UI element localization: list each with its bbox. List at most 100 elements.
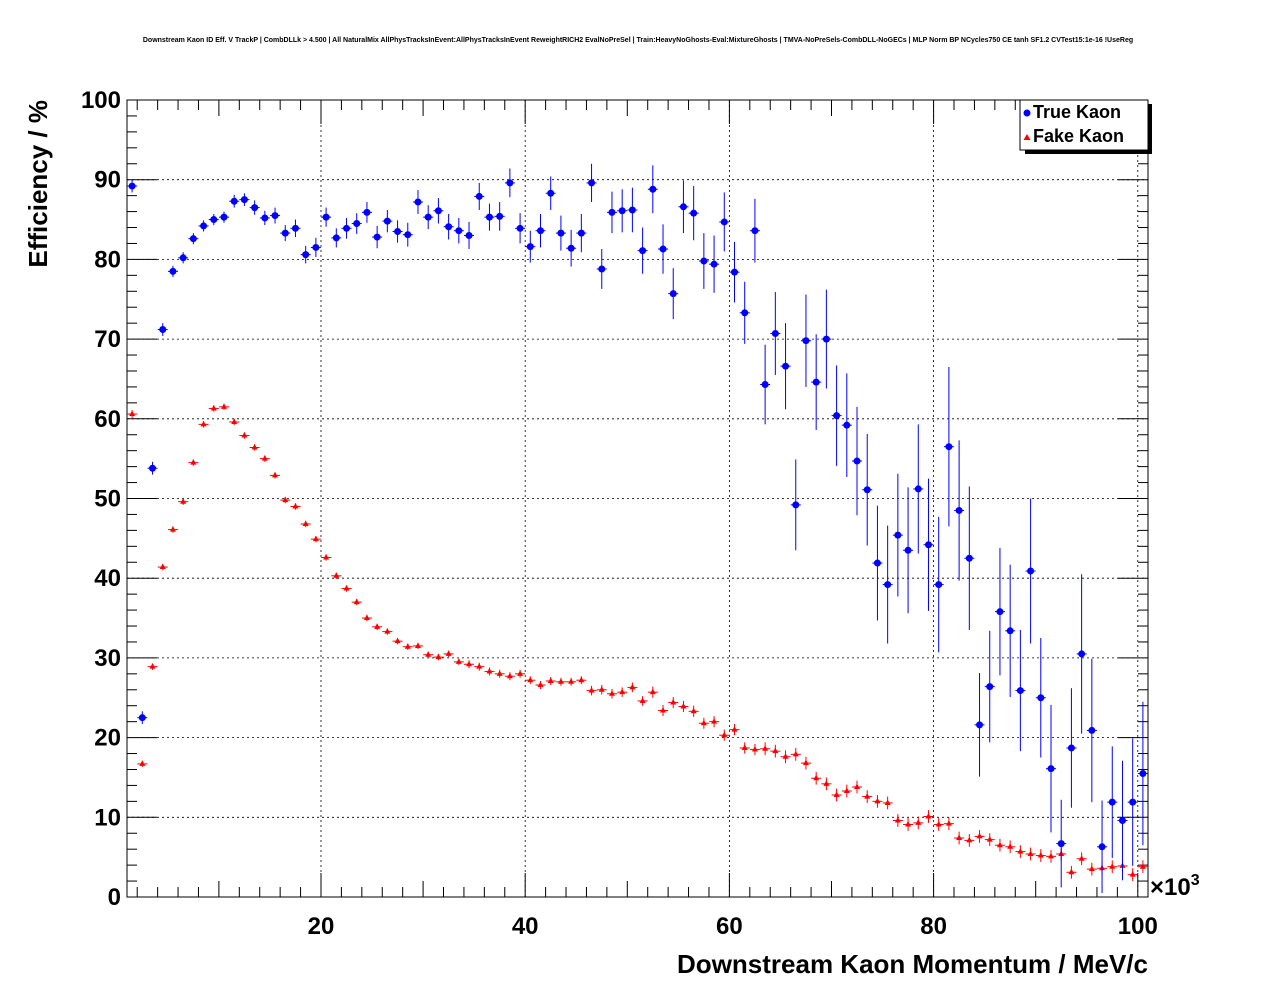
fake-kaon-point [231,418,238,424]
fake-kaon-point [476,663,483,669]
fake-kaon-point [598,686,605,692]
true-kaon-point [935,581,943,589]
true-kaon-point [955,506,963,514]
fake-kaon-point [527,676,534,683]
true-kaon-point [343,224,351,232]
true-kaon-point [434,207,442,215]
fake-kaon-point [374,623,381,629]
fake-kaon-point [1129,871,1136,877]
x-tick-label: 40 [512,913,539,940]
true-kaon-point [700,257,708,265]
true-kaon-point [394,228,402,236]
fake-kaon-point [1007,843,1014,849]
legend-fake-kaon-label: Fake Kaon [1033,126,1124,146]
fake-kaon-point [1027,850,1034,856]
fake-kaon-point [629,683,636,690]
fake-kaon-point [557,678,564,684]
fake-kaon-point [384,628,391,634]
true-kaon-point [210,216,218,224]
true-kaon-point [383,217,391,225]
fake-kaon-point [466,660,473,667]
fake-kaon-point [792,750,799,757]
fake-kaon-point [312,535,319,542]
x-tick-label: 80 [920,913,947,940]
true-kaon-point [414,198,422,206]
true-kaon-point [475,192,483,200]
true-kaon-point [802,337,810,345]
fake-kaon-point [1068,868,1075,875]
fake-kaon-point [721,731,728,738]
fake-kaon-point [741,744,748,750]
x-scale-factor: ×103 [1150,872,1200,901]
true-kaon-point [506,179,514,187]
true-kaon-point [986,683,994,691]
true-kaon-point [312,243,320,251]
true-kaon-point [455,227,463,235]
fake-kaon-point [272,471,279,478]
fake-kaon-point [762,745,769,751]
y-tick-label: 30 [94,645,121,672]
axis-ticks [127,99,1148,898]
true-kaon-point [291,224,299,232]
fake-kaon-point [486,667,493,674]
fake-kaon-point [302,520,309,527]
true-kaon-point [353,220,361,228]
true-kaon-point [1027,567,1035,575]
true-kaon-point [1067,744,1075,752]
true-kaon-point [240,196,248,204]
true-kaon-point [159,326,167,334]
true-kaon-point [557,229,565,237]
fake-kaon-point [425,651,432,657]
chart-title: Downstream Kaon ID Eff. V TrackP | CombD… [143,37,1133,44]
true-kaon-point [679,203,687,211]
fake-kaon-point [169,526,176,532]
fake-kaon-point [149,663,156,669]
fake-kaon-point [772,747,779,754]
fake-kaon-point [517,670,524,676]
x-scale-base: ×10 [1150,874,1191,901]
legend-true-kaon-marker [1023,109,1031,117]
y-tick-label: 20 [94,725,121,752]
true-kaon-point [782,362,790,370]
true-kaon-point [659,245,667,253]
true-kaon-point [628,206,636,214]
fake-kaon-point [1017,848,1024,854]
x-tick-label: 20 [308,913,335,940]
true-kaon-point [200,222,208,230]
legend: True Kaon Fake Kaon [1019,99,1152,154]
true-kaon-point [1078,650,1086,658]
fake-kaon-point [404,643,411,649]
y-tick-label: 80 [94,246,121,273]
true-kaon-point [976,721,984,729]
true-kaon-point [1037,694,1045,702]
true-kaon-point [424,213,432,221]
true-kaon-point [812,378,820,386]
true-kaon-point [516,224,524,232]
true-kaon-point [445,223,453,231]
fake-kaon-point [864,793,871,799]
true-kaon-point [945,443,953,451]
true-kaon-point [863,486,871,494]
fake-kaon-point [986,836,993,842]
true-kaon-point [465,231,473,239]
true-kaon-point [904,546,912,554]
fake-kaon-point [802,759,809,766]
legend-fake-kaon-marker [1023,134,1031,140]
fake-kaon-point [619,688,626,695]
fake-kaon-point [782,753,789,759]
fake-kaon-point [292,502,299,509]
true-kaon-point [1098,843,1106,851]
true-kaon-point [404,231,412,239]
fake-kaon-point [1109,863,1116,869]
fake-kaon-point [1139,863,1146,869]
fake-kaon-point [323,553,330,560]
true-kaon-point [189,235,197,243]
y-tick-label: 10 [94,804,121,831]
fake-kaon-point [925,813,932,819]
true-kaon-point [526,243,534,251]
fake-kaon-point [455,658,462,664]
true-kaon-point [332,234,340,242]
fake-kaon-point [690,707,697,714]
true-kaon-point [639,247,647,255]
fake-kaon-point [608,690,615,696]
